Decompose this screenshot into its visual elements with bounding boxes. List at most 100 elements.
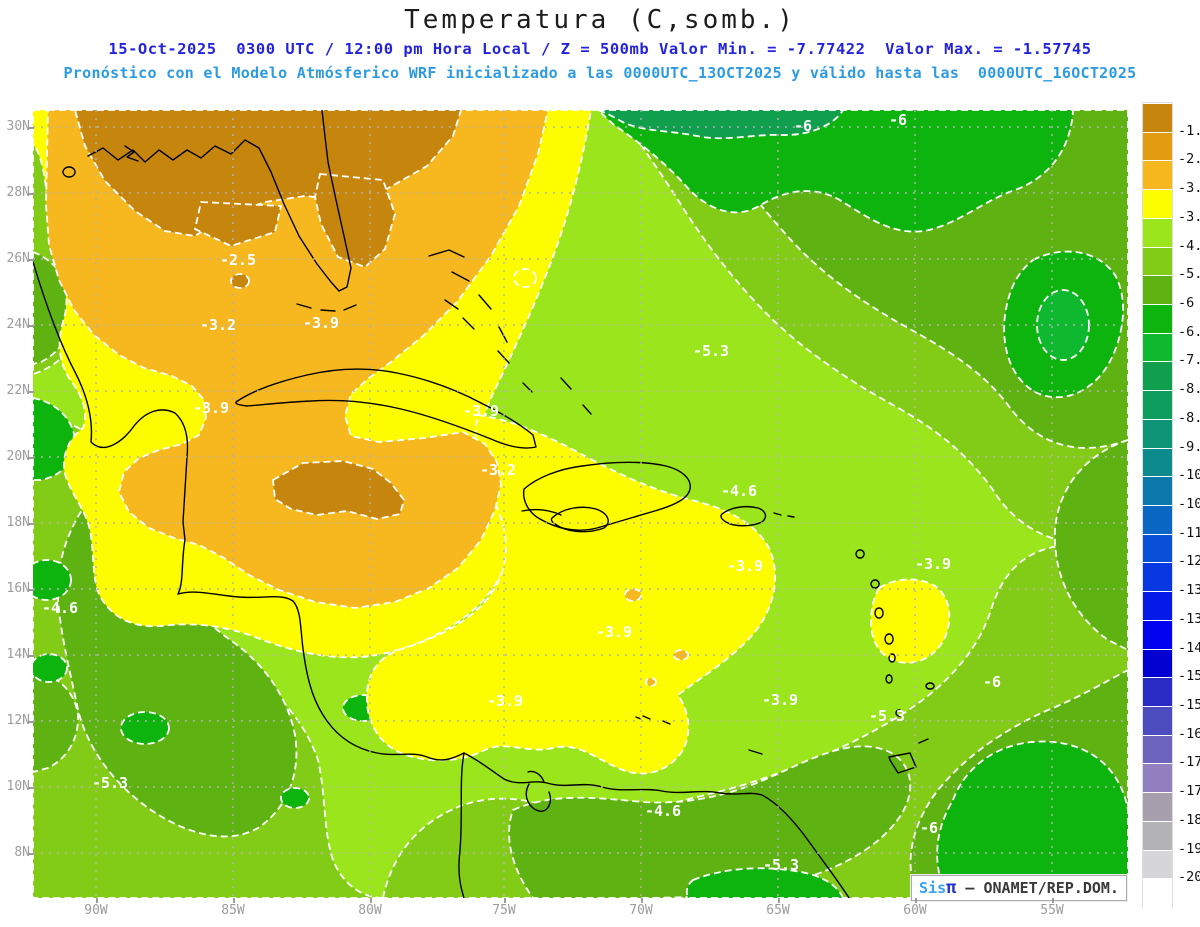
orange-regions	[45, 110, 689, 687]
colorbar-tick-label: -15.1	[1178, 668, 1200, 685]
colorbar-tick-label: -13.7	[1178, 610, 1200, 627]
colorbar-segment	[1143, 246, 1172, 277]
lat-label: 26N	[6, 251, 30, 266]
colorbar-segment	[1143, 820, 1172, 851]
hispaniola-coast	[522, 461, 691, 531]
lat-label: 16N	[6, 581, 30, 596]
colorbar-segment	[1143, 361, 1172, 392]
colorbar-segment	[1143, 734, 1172, 765]
lon-tick	[641, 898, 643, 903]
colorbar-segment	[1143, 591, 1172, 621]
colorbar-tick-label: -20	[1178, 869, 1200, 886]
lon-tick	[370, 898, 372, 903]
lon-tick	[96, 898, 98, 903]
colorbar-tick-label: -5.3	[1178, 266, 1200, 283]
lon-tick	[504, 898, 506, 903]
lat-tick	[29, 457, 34, 459]
colorbar-segment	[1143, 878, 1172, 908]
colorbar-tick-label: -14.4	[1178, 639, 1200, 656]
lon-label: 90W	[84, 903, 108, 918]
colorbar-segment	[1143, 160, 1172, 191]
colorbar-segment	[1143, 562, 1172, 593]
colorbar-segment	[1143, 619, 1172, 650]
colorbar-tick-label: -17.2	[1178, 754, 1200, 771]
colorbar-segment	[1143, 849, 1172, 880]
lat-tick	[29, 523, 34, 525]
lat-tick	[29, 391, 34, 393]
lon-tick	[233, 898, 235, 903]
colorbar-segment	[1143, 131, 1172, 162]
watermark-box: Sis π – ONAMET/REP.DOM.	[911, 875, 1127, 901]
colorbar-tick-label: -10.2	[1178, 467, 1200, 484]
colorbar-tick-label: -9.5	[1178, 438, 1200, 455]
colorbar-segment	[1143, 505, 1172, 535]
colorbar-tick-label: -6	[1178, 295, 1195, 311]
lon-tick	[1052, 898, 1054, 903]
lat-label: 22N	[6, 383, 30, 398]
colorbar-tick-label: -12.3	[1178, 553, 1200, 570]
lat-label: 28N	[6, 185, 30, 200]
colorbar-segment	[1143, 792, 1172, 822]
colorbar-tick-label: -8.1	[1178, 381, 1200, 398]
colorbar-segment	[1143, 533, 1172, 564]
colorbar-tick-label: -7.4	[1178, 352, 1200, 369]
louisiana-lakes	[62, 145, 139, 178]
margarita-island	[748, 749, 763, 755]
lon-label: 70W	[629, 903, 653, 918]
lat-tick	[29, 193, 34, 195]
colorbar-tick-label: -3.9	[1178, 208, 1200, 225]
lon-label: 75W	[492, 903, 516, 918]
lat-tick	[29, 853, 34, 855]
colorbar-tick-label: -8.8	[1178, 409, 1200, 426]
page-title: Temperatura (C,somb.)	[404, 5, 796, 35]
colorbar-tick-label: -4.6	[1178, 237, 1200, 254]
colorbar-tick-label: -19.3	[1178, 840, 1200, 857]
colorbar-segment	[1143, 189, 1172, 219]
lake-maracaibo	[525, 770, 552, 812]
colorbar-tick-label: -16.5	[1178, 725, 1200, 742]
lon-label: 55W	[1040, 903, 1064, 918]
lon-label: 80W	[358, 903, 382, 918]
virgin-islands	[773, 512, 795, 518]
colorbar-tick-label: -10.9	[1178, 496, 1200, 512]
lon-tick	[915, 898, 917, 903]
forecast-model-line: Pronóstico con el Modelo Atmósferico WRF…	[63, 64, 1137, 82]
colorbar-segment	[1143, 648, 1172, 679]
lon-label: 60W	[903, 903, 927, 918]
lat-tick	[29, 721, 34, 723]
gridlines	[33, 110, 1128, 898]
lat-tick	[29, 259, 34, 261]
colorbar-segment	[1143, 332, 1172, 363]
contour-map-svg	[33, 110, 1128, 898]
lon-label: 65W	[766, 903, 790, 918]
lat-tick	[29, 589, 34, 591]
lesser-antilles-islands	[855, 549, 935, 717]
colorbar-tick-label: -11.6	[1178, 524, 1200, 541]
colorbar-segment	[1143, 418, 1172, 449]
central-america-coast	[177, 591, 465, 761]
florida-coast	[258, 110, 352, 292]
colorbar-tick-label: -3.2	[1178, 180, 1200, 197]
lat-label: 30N	[6, 119, 30, 134]
valid-time-line: 15-Oct-2025 0300 UTC / 12:00 pm Hora Loc…	[108, 40, 1092, 58]
us-gulf-coast	[87, 139, 260, 163]
lon-tick	[778, 898, 780, 903]
lat-label: 10N	[6, 779, 30, 794]
green-level8-regions	[33, 110, 1128, 898]
lat-label: 18N	[6, 515, 30, 530]
lat-tick	[29, 655, 34, 657]
colombia-pacific-coast	[458, 752, 465, 898]
lat-label: 24N	[6, 317, 30, 332]
puerto-rico-coast	[720, 505, 767, 527]
colorbar-tick-label: -18.6	[1178, 811, 1200, 828]
map-plot-area: -2.5 -3.2 -3.9 -3.9 -3.9 -3.2 -5.3 -4.6 -3.9 -6 -6…	[33, 110, 1128, 901]
mexico-coast	[33, 261, 189, 595]
colorbar-segment	[1143, 476, 1172, 506]
south-america-coast	[463, 752, 850, 898]
colorbar-tick-label: -17.9	[1178, 783, 1200, 800]
coastlines	[33, 110, 935, 898]
colorbar-segment	[1143, 217, 1172, 248]
colorbar-tick-label: -15.8	[1178, 697, 1200, 713]
colorbar-segment	[1143, 763, 1172, 794]
abc-islands	[635, 715, 671, 725]
